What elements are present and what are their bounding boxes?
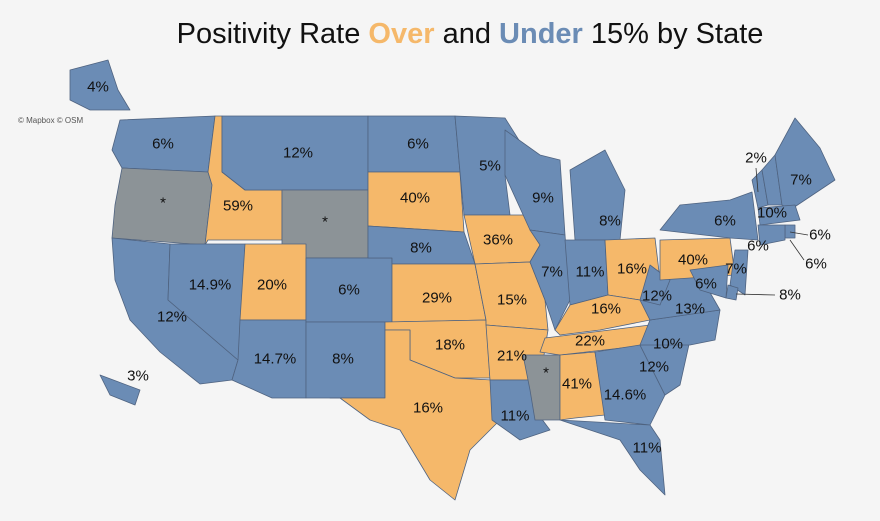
state-label-mt: 12%: [283, 145, 313, 162]
state-label-md: 6%: [695, 276, 717, 293]
state-label-ri: 6%: [805, 256, 827, 273]
title-over: Over: [368, 18, 435, 50]
state-fl[interactable]: [559, 419, 666, 496]
state-label-mn: 5%: [479, 158, 501, 175]
state-label-fl: 11%: [633, 440, 662, 457]
state-label-in: 11%: [576, 264, 605, 281]
state-label-nd: 6%: [407, 136, 429, 153]
state-ga[interactable]: [594, 344, 666, 426]
state-label-wa: 6%: [152, 136, 174, 153]
state-label-ne: 8%: [410, 240, 432, 257]
state-label-ar: 21%: [497, 348, 527, 365]
state-ct[interactable]: [757, 224, 786, 246]
state-label-ks: 29%: [422, 290, 452, 307]
state-shapes: [69, 59, 836, 501]
leader-line-de: [735, 293, 776, 296]
state-label-vt: 2%: [745, 150, 767, 167]
state-al[interactable]: [559, 351, 606, 421]
state-label-hi: 3%: [127, 368, 149, 385]
state-label-oh: 16%: [617, 261, 647, 278]
state-label-ct: 6%: [747, 238, 769, 255]
state-ak[interactable]: [69, 59, 131, 111]
state-label-sd: 40%: [400, 190, 430, 207]
state-label-wy: *: [322, 214, 328, 231]
state-label-tn: 22%: [575, 333, 605, 350]
state-label-ny: 6%: [714, 213, 736, 230]
map-attribution: © Mapbox © OSM: [18, 116, 84, 125]
state-label-nv: 14.9%: [189, 277, 232, 294]
state-label-co: 6%: [338, 282, 360, 299]
state-label-wi: 9%: [532, 190, 554, 207]
state-label-nj: 7%: [725, 261, 747, 278]
state-labels: 6%*12%59%14.9%12%*20%14.7%6%8%6%40%8%29%…: [87, 79, 831, 457]
state-label-ak: 4%: [87, 79, 109, 96]
state-label-de: 8%: [779, 287, 801, 304]
state-label-or: *: [160, 195, 166, 212]
state-label-nm: 8%: [332, 351, 354, 368]
state-me[interactable]: [774, 117, 836, 211]
state-ri[interactable]: [784, 224, 796, 239]
state-label-wv: 12%: [642, 288, 672, 305]
title-suffix: 15% by State: [590, 18, 764, 50]
state-label-ut: 20%: [257, 277, 287, 294]
state-label-ga: 14.6%: [604, 387, 647, 404]
leader-lines: [735, 167, 809, 296]
title-under: Under: [499, 18, 583, 50]
state-ny[interactable]: [659, 191, 759, 241]
state-label-nh: 10%: [757, 205, 787, 222]
state-label-mo: 15%: [497, 292, 527, 309]
state-label-ia: 36%: [483, 232, 513, 249]
title-prefix: Positivity Rate: [176, 18, 361, 50]
title-mid: and: [442, 18, 491, 50]
leader-line-vt: [755, 167, 759, 193]
state-label-tx: 16%: [413, 400, 443, 417]
state-label-ms: *: [543, 365, 549, 382]
state-label-pa: 40%: [678, 252, 708, 269]
state-hi[interactable]: [99, 374, 141, 406]
state-md[interactable]: [689, 264, 729, 299]
state-label-il: 7%: [541, 264, 563, 281]
state-de[interactable]: [725, 284, 739, 301]
state-nj[interactable]: [729, 249, 749, 296]
state-label-mi: 8%: [599, 213, 621, 230]
state-label-ok: 18%: [435, 337, 465, 354]
state-label-az: 14.7%: [254, 351, 297, 368]
state-ma[interactable]: [757, 204, 801, 226]
state-label-nc: 10%: [653, 336, 683, 353]
state-label-la: 11%: [501, 408, 530, 425]
state-label-sc: 12%: [639, 359, 669, 376]
state-label-ky: 16%: [591, 301, 621, 318]
state-label-id: 59%: [223, 198, 253, 215]
state-mi[interactable]: [569, 149, 626, 241]
state-label-ca: 12%: [157, 309, 187, 326]
state-ms[interactable]: [522, 354, 561, 421]
leader-line-ri: [789, 239, 805, 261]
state-label-ma: 6%: [809, 227, 831, 244]
state-label-va: 13%: [675, 301, 705, 318]
map-title: Positivity Rate Over and Under 15% by St…: [0, 18, 880, 51]
state-label-me: 7%: [790, 172, 812, 189]
leader-line-ma: [789, 231, 809, 236]
state-label-al: 41%: [562, 376, 592, 393]
